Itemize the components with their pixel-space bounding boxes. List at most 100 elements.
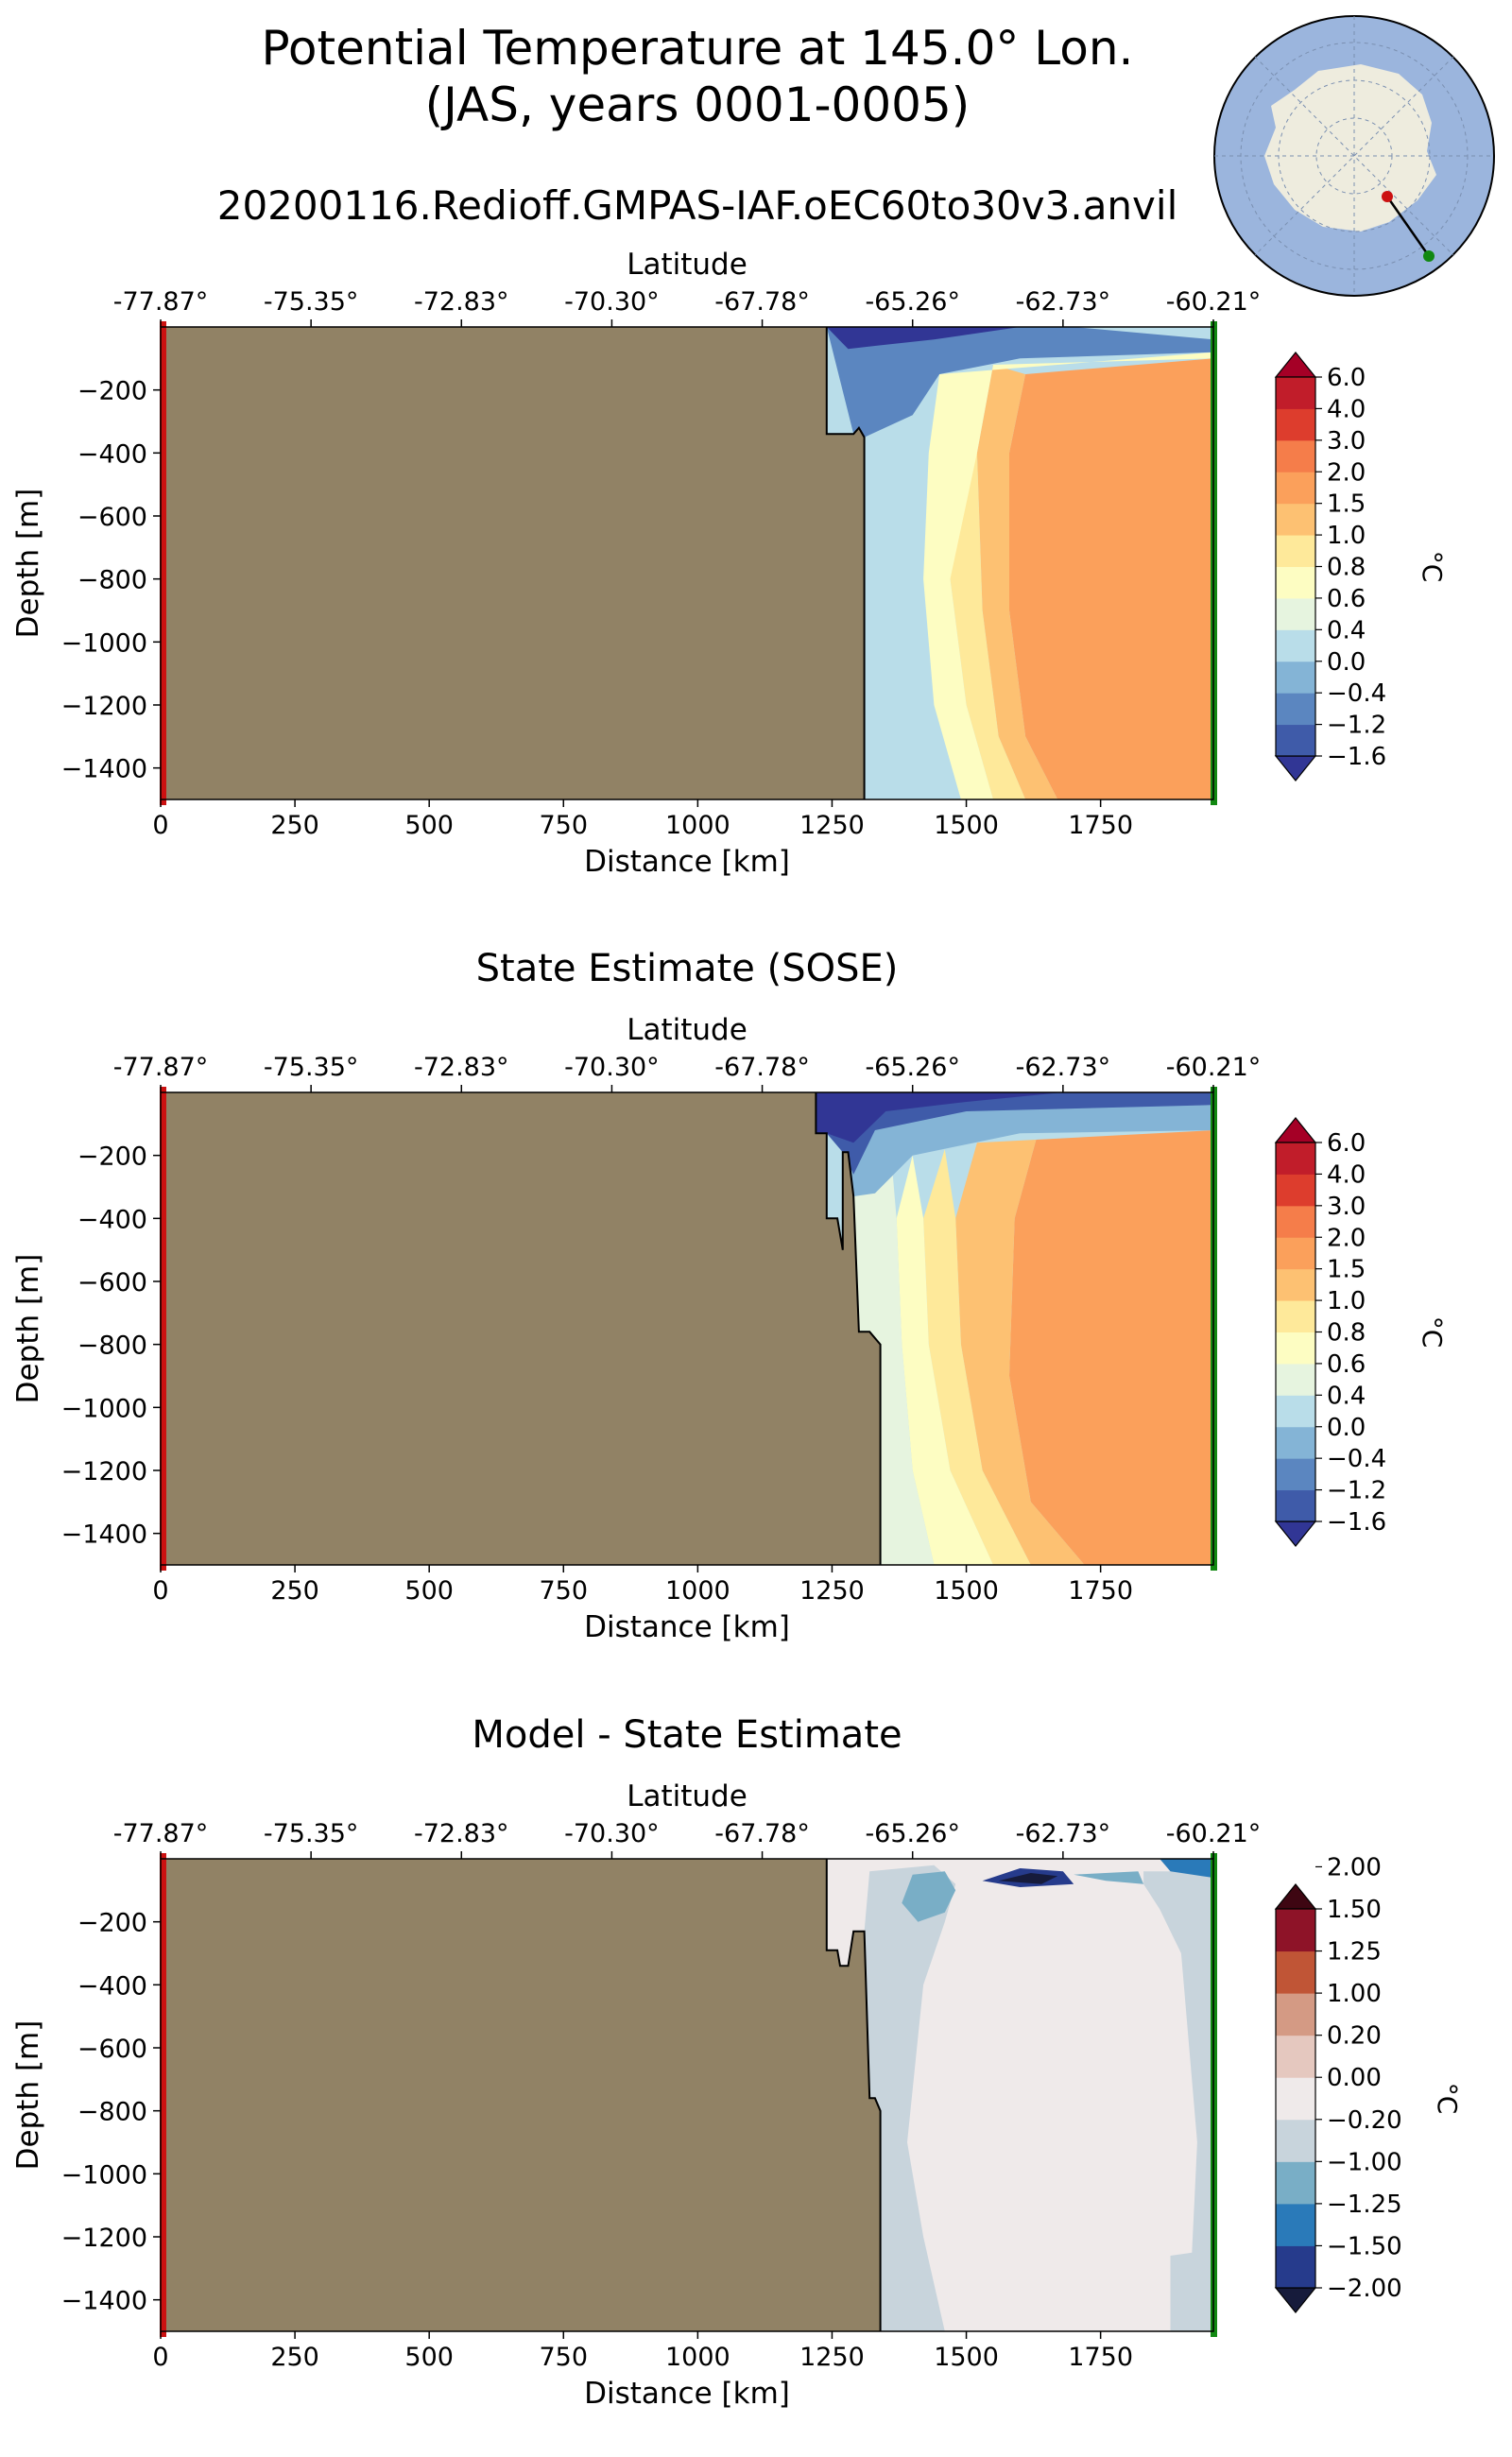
colorbar-tick-label: −1.2 <box>1327 712 1386 740</box>
seafloor-land <box>161 327 865 799</box>
colorbar-segment <box>1276 629 1315 662</box>
colorbar-segment <box>1276 2245 1315 2289</box>
colorbar-segment <box>1276 1300 1315 1332</box>
lat-tick-label: -70.30° <box>564 1819 660 1848</box>
plot-frame <box>160 1091 1214 1566</box>
lat-tick-label: -60.21° <box>1166 1053 1262 1082</box>
y-tick-label: −800 <box>77 566 147 595</box>
colorbar-tick-label: −1.50 <box>1327 2232 1402 2260</box>
colorbar-frame <box>1275 1908 1316 2289</box>
section-panel-1: 0 250 500 750 1000 1250 1500 1750 Distance [km] −… <box>11 248 1448 879</box>
colorbar-extend-min <box>1274 2287 1317 2313</box>
colorbar-segment <box>1276 1268 1315 1301</box>
colorbar-tick-label: 1.25 <box>1327 1938 1382 1967</box>
colorbar-tick-label: 1.5 <box>1327 1256 1366 1284</box>
colorbar-tick-label: 2.0 <box>1327 458 1366 487</box>
y-tick-label: −1400 <box>61 755 147 784</box>
inset-graticule <box>1214 16 1494 296</box>
colorbar-tick-label: 0.4 <box>1327 1382 1366 1410</box>
lat-tick-label: -67.78° <box>714 1053 810 1082</box>
x-tick-label: 1500 <box>934 811 999 840</box>
x-tick-label: 1750 <box>1068 811 1133 840</box>
x-tick-label: 1000 <box>665 811 730 840</box>
colorbar-segment <box>1276 693 1315 726</box>
colorbar-tick-label: 1.5 <box>1327 490 1366 519</box>
contour-band-4 <box>896 1155 993 1565</box>
colorbar: −2.00 −1.50 −1.25 −1.00 −0.20 0.00 0.20 1.00 1.2… <box>1274 1853 1463 2313</box>
y-tick-label: −1000 <box>61 628 147 658</box>
colorbar-segment <box>1276 535 1315 567</box>
section-panel-2: 0 250 500 750 1000 1250 1500 1750 Distance [km] −… <box>11 947 1448 1644</box>
lat-tick-label: -67.78° <box>714 1819 810 1848</box>
lat-tick-label: -75.35° <box>264 1053 359 1082</box>
x-tick-label: 500 <box>404 2343 454 2372</box>
inset-antarctica <box>1264 64 1436 232</box>
y-tick-label: −800 <box>77 1332 147 1361</box>
contour-band-2 <box>955 1140 1085 1565</box>
x-axis-label: Distance [km] <box>584 1610 790 1644</box>
plot-area <box>161 1092 1213 1565</box>
plot-frame <box>160 1858 1214 2332</box>
lat-tick-label: -72.83° <box>414 1819 509 1848</box>
colorbar-tick-label: 2.00 <box>1327 1853 1382 1881</box>
colorbar-tick-label: −0.4 <box>1327 1445 1386 1473</box>
y-tick-label: −1000 <box>61 2160 147 2190</box>
colorbar-segment <box>1276 377 1315 409</box>
colorbar-segment <box>1276 1993 1315 2036</box>
x-tick-label: 0 <box>152 2343 168 2372</box>
colorbar-segment <box>1276 1237 1315 1270</box>
colorbar-segment <box>1276 439 1315 472</box>
x-tick-label: 750 <box>540 2343 589 2372</box>
y-axis-label: Depth [m] <box>11 1254 45 1404</box>
lat-tick-label: -62.73° <box>1016 1053 1111 1082</box>
lat-tick-label: -77.87° <box>113 1819 209 1848</box>
lat-tick-label: -70.30° <box>564 287 660 317</box>
colorbar-unit-label: °C <box>1432 2083 1463 2115</box>
lat-tick-label: -62.73° <box>1016 1819 1111 1848</box>
inset-end-point <box>1423 250 1435 262</box>
y-tick-label: −200 <box>77 377 147 406</box>
y-tick-label: −400 <box>77 439 147 469</box>
contour-band-3 <box>1074 1871 1144 1884</box>
x-tick-label: 1500 <box>934 1576 999 1606</box>
y-tick-label: −600 <box>77 503 147 532</box>
colorbar-segment <box>1276 597 1315 630</box>
transect-start-marker <box>160 1853 166 2337</box>
colorbar-unit-label: °C <box>1417 1316 1448 1349</box>
colorbar-tick-label: −1.2 <box>1327 1477 1386 1505</box>
run-name-subtitle: 20200116.Redioff.GMPAS-IAF.oEC60to30v3.a… <box>217 182 1178 229</box>
colorbar-segment <box>1276 472 1315 505</box>
contour-band-1 <box>1143 1871 1213 2331</box>
colorbar-tick-label: 0.0 <box>1327 648 1366 677</box>
colorbar-segment <box>1276 2203 1315 2246</box>
colorbar-segment <box>1276 1395 1315 1428</box>
lat-tick-label: -72.83° <box>414 287 509 317</box>
y-tick-label: −200 <box>77 1909 147 1938</box>
lat-tick-label: -65.26° <box>865 287 960 317</box>
y-tick-label: −1400 <box>61 1521 147 1550</box>
contour-band-8 <box>816 1092 1063 1143</box>
y-axis-label: Depth [m] <box>11 489 45 639</box>
lat-tick-label: -60.21° <box>1166 287 1262 317</box>
colorbar-segment <box>1276 1489 1315 1522</box>
x-tick-label: 250 <box>270 2343 319 2372</box>
colorbar-tick-label: 6.0 <box>1327 1129 1366 1158</box>
colorbar-segment <box>1276 1143 1315 1175</box>
colorbar-segment <box>1276 1363 1315 1396</box>
seafloor-land <box>161 1092 881 1565</box>
colorbar-segment <box>1276 1174 1315 1207</box>
lat-tick-label: -72.83° <box>414 1053 509 1082</box>
lat-tick-label: -62.73° <box>1016 287 1111 317</box>
x-axis-label: Distance [km] <box>584 2377 790 2411</box>
y-tick-label: −1000 <box>61 1394 147 1423</box>
colorbar-tick-label: −1.00 <box>1327 2148 1402 2176</box>
colorbar-tick-label: 2.0 <box>1327 1224 1366 1252</box>
contour-band-0 <box>864 1864 956 2331</box>
colorbar-extend-max <box>1274 352 1317 378</box>
x-tick-label: 250 <box>270 811 319 840</box>
colorbar-extend-min <box>1274 1521 1317 1547</box>
figure-title-line2: (JAS, years 0001-0005) <box>425 77 971 132</box>
y-tick-label: −600 <box>77 2035 147 2064</box>
colorbar-tick-label: 0.8 <box>1327 554 1366 582</box>
contour-band-6 <box>826 1105 1213 1196</box>
